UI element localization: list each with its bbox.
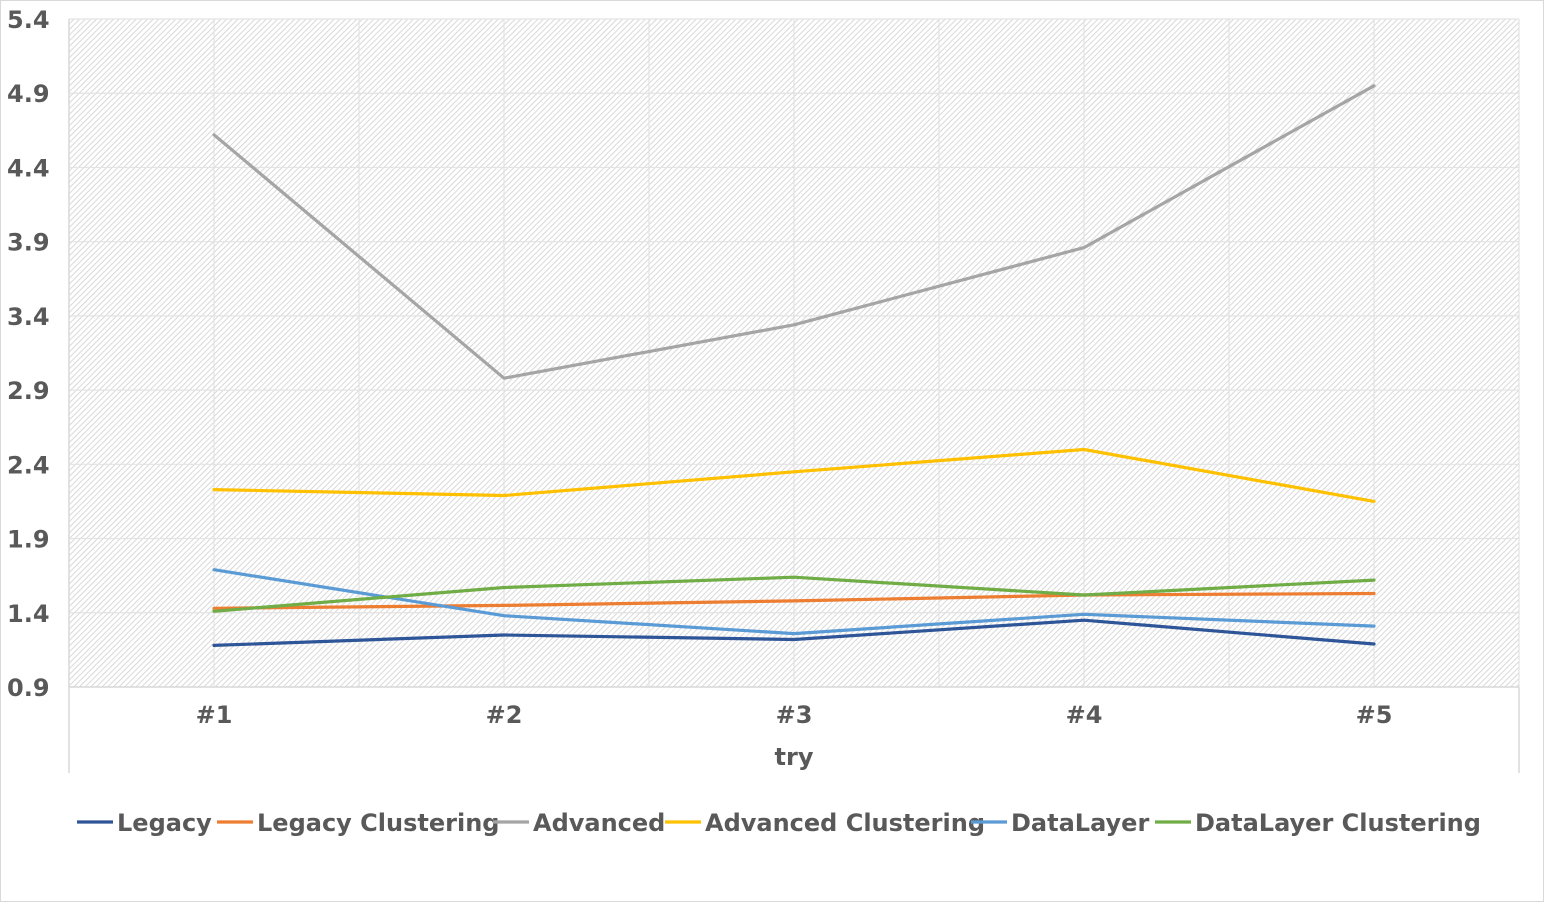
legend-item: Legacy Clustering <box>217 809 499 837</box>
legend-item: DataLayer <box>971 809 1149 837</box>
series-lines <box>212 84 1376 648</box>
series-line-legacy-clustering <box>212 591 1376 610</box>
x-tick-label: #3 <box>776 701 813 729</box>
x-axis-ticks: #1 #2 #3 #4 #5 <box>196 701 1393 729</box>
y-tick-label: 4.4 <box>7 154 50 182</box>
x-tick-label: #2 <box>486 701 523 729</box>
y-tick-label: 3.4 <box>7 303 50 331</box>
y-axis-ticks: 0.9 1.4 1.9 2.4 2.9 3.4 3.9 4.4 4.9 5.4 <box>7 6 50 702</box>
legend-item: Advanced <box>493 809 665 837</box>
legend-item: DataLayer Clustering <box>1155 809 1481 837</box>
legend-label: DataLayer <box>1011 809 1149 837</box>
legend-label: Advanced <box>533 809 665 837</box>
series-line-datalayer-clustering <box>212 575 1376 613</box>
y-tick-label: 5.4 <box>7 6 50 34</box>
y-tick-label: 0.9 <box>7 674 50 702</box>
series-line-advanced <box>212 84 1376 380</box>
legend-label: Advanced Clustering <box>705 809 985 837</box>
x-tick-label: #1 <box>196 701 233 729</box>
y-tick-label: 4.9 <box>7 80 50 108</box>
legend-label: Legacy <box>117 809 212 837</box>
y-tick-label: 3.9 <box>7 229 50 257</box>
series-line-legacy <box>212 618 1376 648</box>
legend-label: DataLayer Clustering <box>1195 809 1481 837</box>
x-tick-label: #4 <box>1066 701 1103 729</box>
series-line-advanced-clustering <box>212 447 1376 503</box>
y-tick-label: 2.9 <box>7 377 50 405</box>
y-tick-label: 2.4 <box>7 451 50 479</box>
y-tick-label: 1.9 <box>7 526 50 554</box>
legend-item: Legacy <box>77 809 212 837</box>
x-axis-title: try <box>775 743 814 771</box>
series-line-datalayer <box>212 568 1376 636</box>
legend: Legacy Legacy Clustering Advanced Advanced … <box>77 809 1481 837</box>
legend-label: Legacy Clustering <box>257 809 499 837</box>
legend-item: Advanced Clustering <box>665 809 985 837</box>
x-tick-label: #5 <box>1356 701 1393 729</box>
y-tick-label: 1.4 <box>7 600 50 628</box>
